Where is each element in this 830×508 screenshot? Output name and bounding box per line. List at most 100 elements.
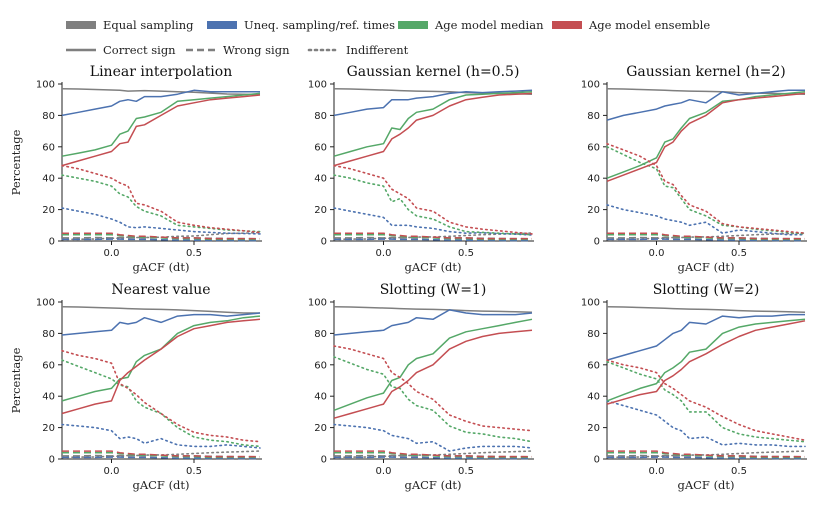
panel-1-y-tick-label: 40 [42,174,55,185]
panel-1-y-tick-label: 80 [42,111,55,122]
legend-swatch-equal-sampling [66,21,96,29]
panel-5-y-tick-label: 20 [314,423,327,434]
panel-4-title: Nearest value [111,282,210,298]
panel-1-y-label: Percentage [9,129,23,195]
panel-6-series-equal-sampling-dotted [606,450,806,459]
legend-item-indifferent: Indifferent [307,43,409,57]
panel-4-series-age-model-ensemble-dotted [61,349,261,443]
panel-1-y-tick-label: 0 [49,237,55,248]
panel-3-series-age-model-ensemble-solid [606,92,806,183]
panel-4-series-age-model-ensemble-dashed [62,450,260,458]
panel-5-series-age-model-ensemble-dotted [333,345,533,432]
panel-1-y-tick-label: 60 [42,142,55,153]
panel-2-series-age-model-ensemble-dotted [333,164,533,235]
panel-6-series-uneq-sampling-ref-times-dotted [606,400,806,448]
panel-1-y-tick-label: 20 [42,205,55,216]
panel-5-series-age-model-median-solid [333,318,533,412]
panel-1-series-age-model-ensemble-dashed [62,232,260,240]
panel-1-series-uneq-sampling-ref-times-dotted [61,207,261,235]
panel-3-y-tick-label: 60 [587,142,600,153]
panel-6-series-equal-sampling-solid [606,305,806,313]
panel-2-series-age-model-ensemble-dashed [334,232,532,240]
panel-4-y-label: Percentage [9,347,23,413]
legend-item-uneq-sampling: Uneq. sampling/ref. times [207,18,395,32]
panel-1-series-uneq-sampling-ref-times-dashed [62,238,260,242]
legend-label-uneq-sampling: Uneq. sampling/ref. times [244,18,395,32]
panel-4-y-tick-label: 80 [42,329,55,340]
panel-6-series-age-model-median-solid [606,318,806,402]
panel-1-series-age-model-median-dotted [61,174,261,233]
panel-1-series-age-model-median-dashed [62,233,260,241]
legend-label-equal-sampling: Equal sampling [103,18,194,32]
panel-3-title: Gaussian kernel (h=2) [626,64,785,80]
panel-4-series-equal-sampling-solid [61,305,260,314]
panel-4-series-age-model-median-solid [61,315,261,402]
panel-5-series-age-model-median-dashed [334,451,532,459]
panel-1-series-equal-sampling-solid [61,87,261,96]
panel-5-title: Slotting (W=1) [380,282,487,298]
panel-4-y-tick-label: 40 [42,392,55,403]
panel-3: Gaussian kernel (h=2) 0 20 40 60 80 100 0.0 0.5g… [581,64,807,274]
panel-2-x-tick-label: 0.0 [376,248,392,259]
legend-item-age-model-median: Age model median [398,18,544,32]
panel-4-series-uneq-sampling-ref-times-dotted [61,423,261,449]
panel-6-y-tick-label: 20 [587,423,600,434]
panel-6-series-age-model-median-dashed [607,451,805,459]
panel-2-series-age-model-median-dotted [333,174,533,236]
panel-5-series-equal-sampling-dotted [333,450,533,459]
panel-5-y-tick-label: 80 [314,329,327,340]
panel-3-y-tick-label: 40 [587,174,600,185]
panel-4-series-uneq-sampling-ref-times-solid [61,312,261,336]
panel-5-y-tick-label: 60 [314,360,327,371]
panel-6-y-tick-label: 0 [594,455,600,466]
panel-5-y-tick-label: 40 [314,392,327,403]
panel-1: Linear interpolation 0 20 40 60 80 100 0.0 0.5gA… [9,64,262,274]
panel-1-series-age-model-median-solid [61,92,261,157]
panel-3-x-tick-label: 0.0 [649,248,665,259]
panel-2-y-tick-label: 0 [321,237,327,248]
legend: Equal sampling Uneq. sampling/ref. times… [66,18,710,57]
panel-1-x-tick-label: 0.5 [186,248,202,259]
panel-6-y-tick-label: 40 [587,392,600,403]
panel-2-y-tick-label: 40 [314,174,327,185]
panel-1-series-equal-sampling-dotted [61,231,261,241]
panel-3-series-age-model-ensemble-dashed [607,232,805,240]
panel-1-title: Linear interpolation [90,64,232,80]
panel-4-y-tick-label: 60 [42,360,55,371]
panel-2-x-label: gACF (dt) [404,260,461,274]
panel-4-series-uneq-sampling-ref-times-dashed [62,456,260,460]
legend-label-indifferent: Indifferent [346,43,409,57]
panel-6-series-age-model-ensemble-dashed [607,450,805,458]
panel-3-series-age-model-median-dashed [607,233,805,241]
panel-2: Gaussian kernel (h=0.5) 0 20 40 60 80 100 0.0 0.… [308,64,534,274]
panel-5-y-tick-label: 100 [308,298,327,309]
panel-2-series-age-model-ensemble-solid [333,92,533,167]
panel-1-x-label: gACF (dt) [132,260,189,274]
panel-1-x-tick-label: 0.0 [104,248,120,259]
panel-5-x-label: gACF (dt) [404,478,461,492]
legend-swatch-age-model-median [398,21,428,29]
panel-2-series-age-model-median-dashed [334,233,532,241]
legend-item-correct-sign: Correct sign [66,43,176,57]
panel-6-y-tick-label: 60 [587,360,600,371]
legend-label-wrong-sign: Wrong sign [223,43,290,57]
panel-4-y-tick-label: 20 [42,423,55,434]
panel-3-series-equal-sampling-solid [606,87,806,95]
panel-2-y-tick-label: 80 [314,111,327,122]
panel-6-series-age-model-ensemble-dotted [606,359,806,442]
panel-4-series-equal-sampling-dotted [61,450,261,459]
legend-item-age-model-ensemble: Age model ensemble [552,18,710,32]
panel-5-x-tick-label: 0.5 [458,466,474,477]
panel-4-series-age-model-ensemble-solid [61,318,261,415]
panel-5-y-tick-label: 0 [321,455,327,466]
panel-2-x-tick-label: 0.5 [458,248,474,259]
panel-6-title: Slotting (W=2) [653,282,760,298]
panel-4-series-age-model-median-dashed [62,451,260,459]
panel-1-series-age-model-ensemble-solid [61,94,261,167]
panel-3-series-uneq-sampling-ref-times-dashed [607,238,805,242]
panel-6-x-label: gACF (dt) [677,478,734,492]
